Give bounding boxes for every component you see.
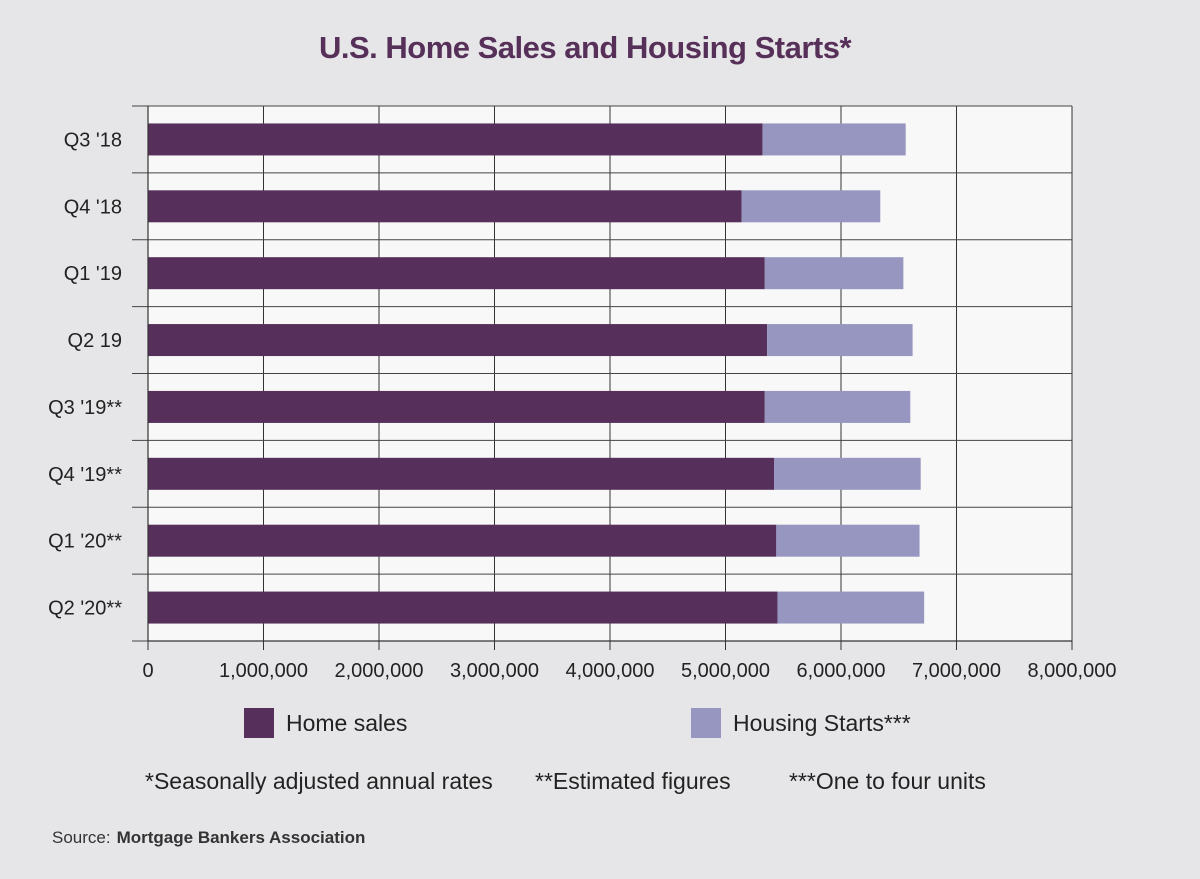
bar-home-sales bbox=[148, 591, 778, 624]
legend-item-housing-starts: Housing Starts*** bbox=[691, 706, 911, 740]
x-tick-label: 3,000,000 bbox=[450, 660, 539, 682]
bar-home-sales bbox=[148, 390, 765, 423]
bar-home-sales bbox=[148, 457, 775, 490]
bar-housing-starts bbox=[741, 190, 881, 223]
source-label: Source: bbox=[52, 828, 111, 847]
x-tick-label: 1,000,000 bbox=[219, 660, 308, 682]
x-tick-label: 0 bbox=[142, 660, 153, 682]
bar-housing-starts bbox=[767, 324, 913, 357]
y-category-label: Q3 '18 bbox=[64, 129, 122, 151]
y-category-label: Q4 '19** bbox=[48, 464, 122, 486]
bar-chart: 0 1,000,000 2,000,000 3,000,000 4,000,000 5,0… bbox=[48, 105, 1117, 682]
y-category-label: Q2 '20** bbox=[48, 598, 122, 620]
legend-item-home-sales: Home sales bbox=[244, 706, 407, 740]
legend-swatch-home-sales bbox=[244, 708, 274, 738]
y-category-label: Q4 '18 bbox=[64, 196, 122, 218]
y-category-label: Q1 '19 bbox=[64, 263, 122, 285]
bar-home-sales bbox=[148, 324, 768, 357]
footnote-units: ***One to four units bbox=[789, 768, 986, 794]
y-category-label: Q2 19 bbox=[68, 330, 122, 352]
legend-label-home-sales: Home sales bbox=[286, 709, 408, 736]
footnote-estimated: **Estimated figures bbox=[535, 768, 731, 794]
footnote-seasonal: *Seasonally adjusted annual rates bbox=[145, 768, 493, 794]
x-tick-label: 5,000,000 bbox=[681, 660, 770, 682]
x-tick-label: 2,000,000 bbox=[335, 660, 424, 682]
bar-home-sales bbox=[148, 257, 765, 290]
legend-label-housing-starts: Housing Starts*** bbox=[733, 709, 911, 736]
bar-housing-starts bbox=[777, 591, 925, 624]
x-tick-label: 4,000,000 bbox=[566, 660, 655, 682]
x-tick-label: 8,000,000 bbox=[1028, 660, 1117, 682]
source-name: Mortgage Bankers Association bbox=[116, 828, 366, 847]
bar-housing-starts bbox=[764, 257, 904, 290]
y-category-label: Q3 '19** bbox=[48, 397, 122, 419]
chart-title: U.S. Home Sales and Housing Starts* bbox=[318, 30, 852, 65]
legend-swatch-housing-starts bbox=[691, 708, 721, 738]
bar-housing-starts bbox=[764, 390, 911, 423]
y-category-label: Q1 '20** bbox=[48, 531, 122, 553]
bar-housing-starts bbox=[762, 123, 906, 156]
x-tick-label: 6,000,000 bbox=[797, 660, 886, 682]
bar-home-sales bbox=[148, 524, 777, 557]
bar-home-sales bbox=[148, 190, 742, 223]
bar-housing-starts bbox=[774, 457, 921, 490]
x-tick-label: 7,000,000 bbox=[912, 660, 1001, 682]
bar-home-sales bbox=[148, 123, 763, 156]
bar-housing-starts bbox=[776, 524, 920, 557]
source-line: Source: Mortgage Bankers Association bbox=[52, 828, 365, 848]
